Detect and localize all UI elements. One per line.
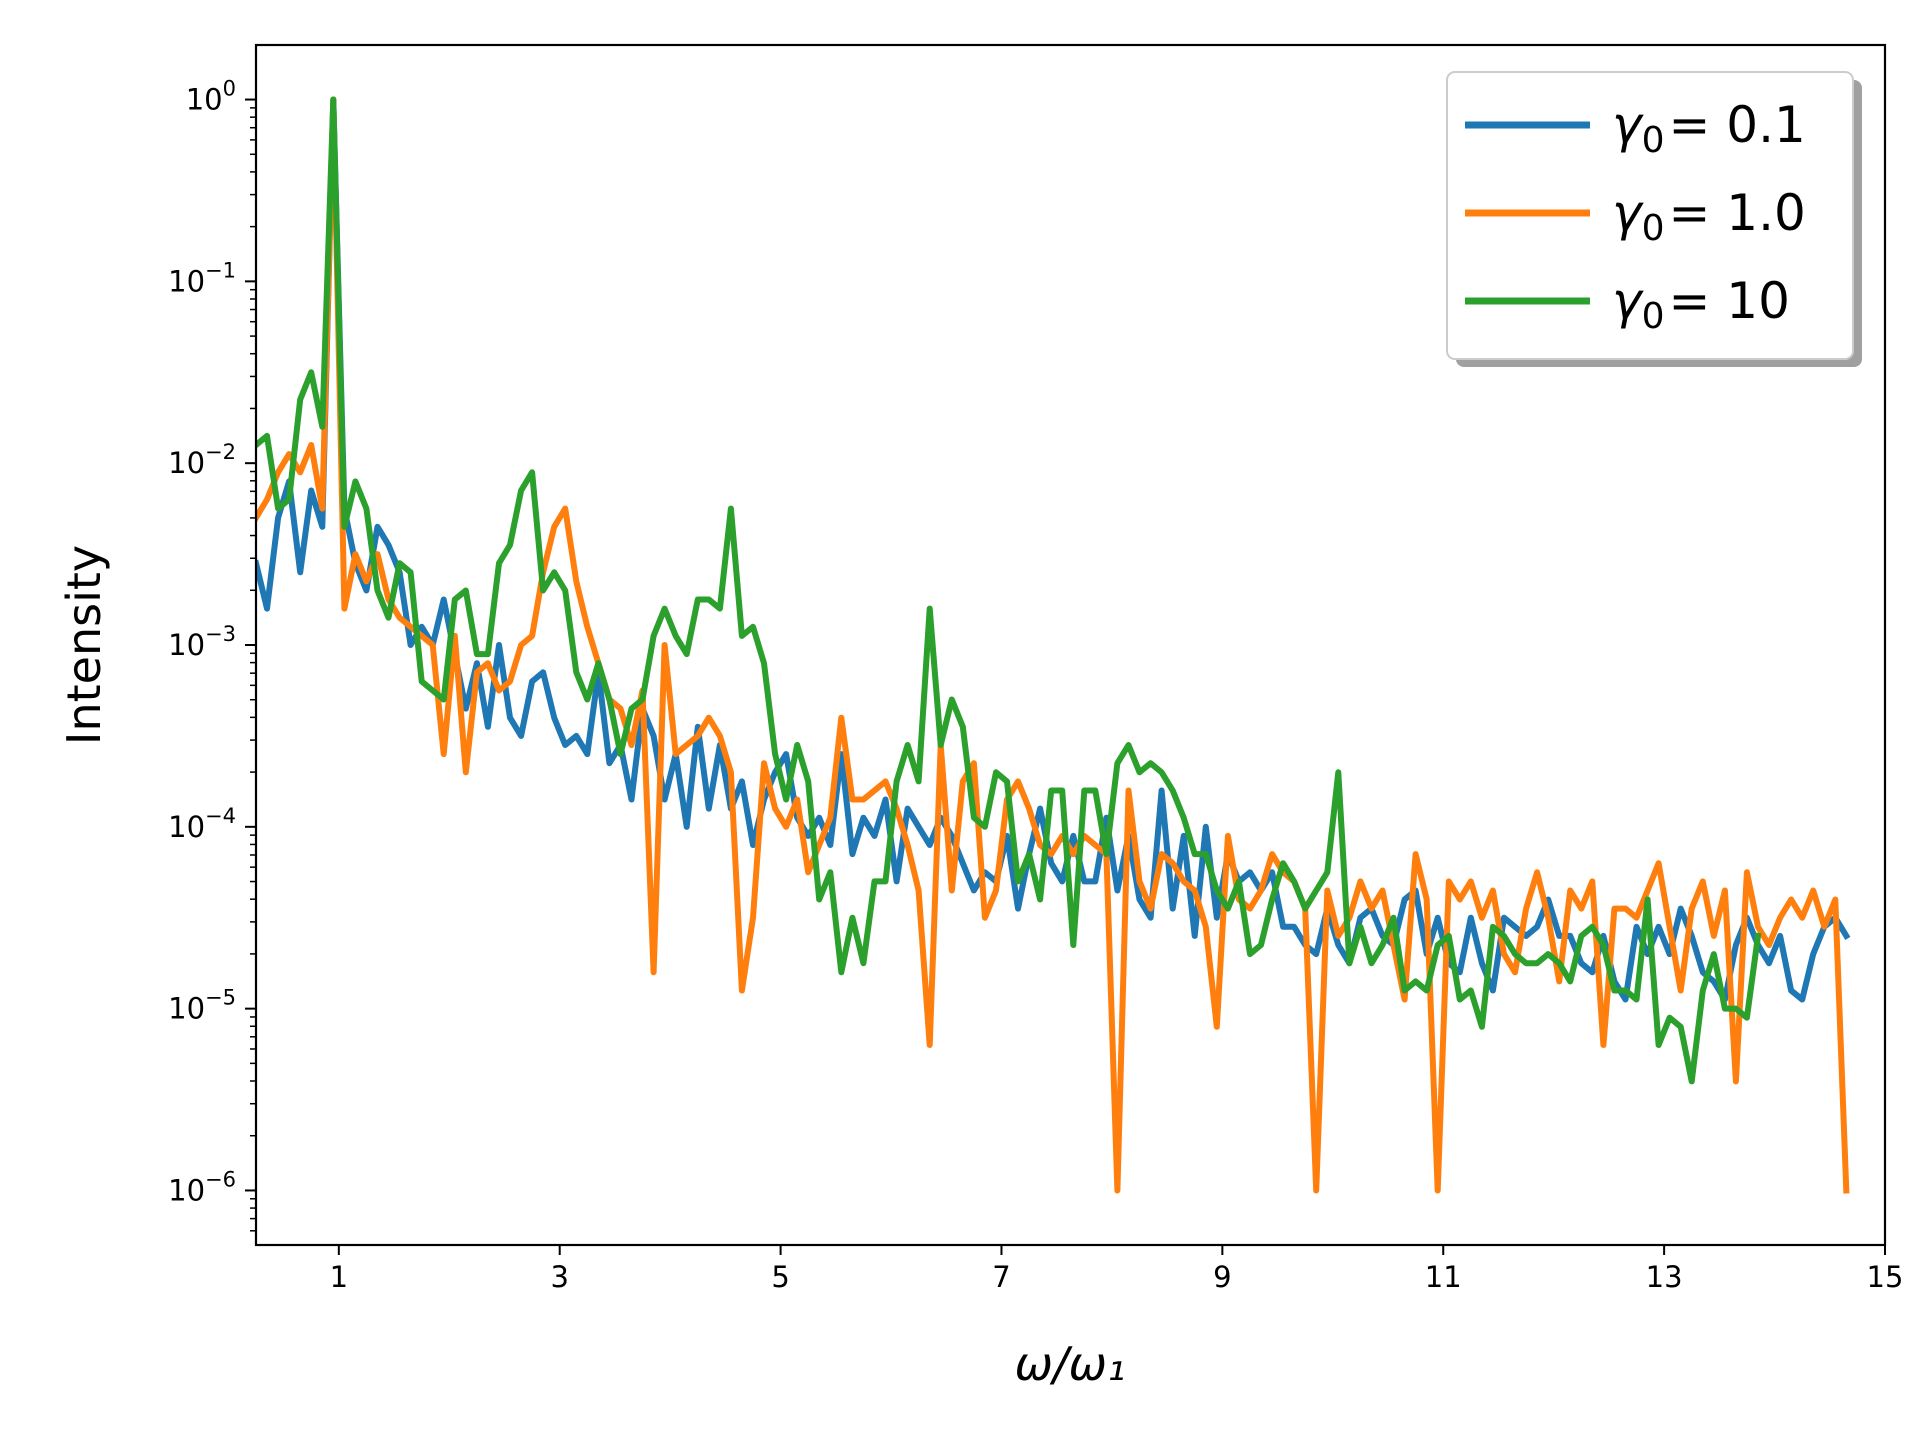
x-tick-label: 9 [1213, 1260, 1231, 1294]
x-tick-label: 5 [771, 1260, 789, 1294]
y-tick-label: 10−3 [168, 622, 236, 662]
series-line-2 [256, 96, 1762, 1085]
legend-box [1446, 71, 1854, 360]
y-axis-title: Intensity [57, 545, 111, 745]
x-axis-title: ω/ω₁ [1015, 1337, 1126, 1391]
x-tick-label: 3 [550, 1260, 568, 1294]
legend: γ0= 0.1 γ0= 1.0 γ0= 10 [1446, 71, 1862, 367]
y-tick-label: 10−1 [168, 258, 236, 298]
x-axis: 1 3 5 7 9 11 13 15 [330, 1245, 1904, 1294]
x-tick-label: 7 [992, 1260, 1010, 1294]
y-tick-label: 10−5 [168, 986, 236, 1026]
y-tick-label: 10−6 [168, 1167, 236, 1207]
x-tick-label: 13 [1646, 1260, 1683, 1294]
legend-label-1: γ0= 1.0 [1612, 184, 1806, 249]
series-line-1 [256, 96, 1850, 1194]
legend-label-2: γ0= 10 [1612, 272, 1790, 337]
y-axis: 100 10−1 10−2 10−3 10−4 10−5 10−6 [168, 77, 256, 1232]
y-tick-label: 10−4 [168, 804, 236, 844]
x-tick-label: 11 [1425, 1260, 1462, 1294]
legend-label-0: γ0= 0.1 [1612, 96, 1806, 161]
y-tick-label: 10−2 [168, 440, 236, 480]
series-line-0 [256, 96, 1851, 1003]
x-tick-label: 15 [1867, 1260, 1904, 1294]
y-tick-label: 100 [186, 77, 236, 117]
x-tick-label: 1 [330, 1260, 348, 1294]
series-layer [256, 96, 1851, 1194]
